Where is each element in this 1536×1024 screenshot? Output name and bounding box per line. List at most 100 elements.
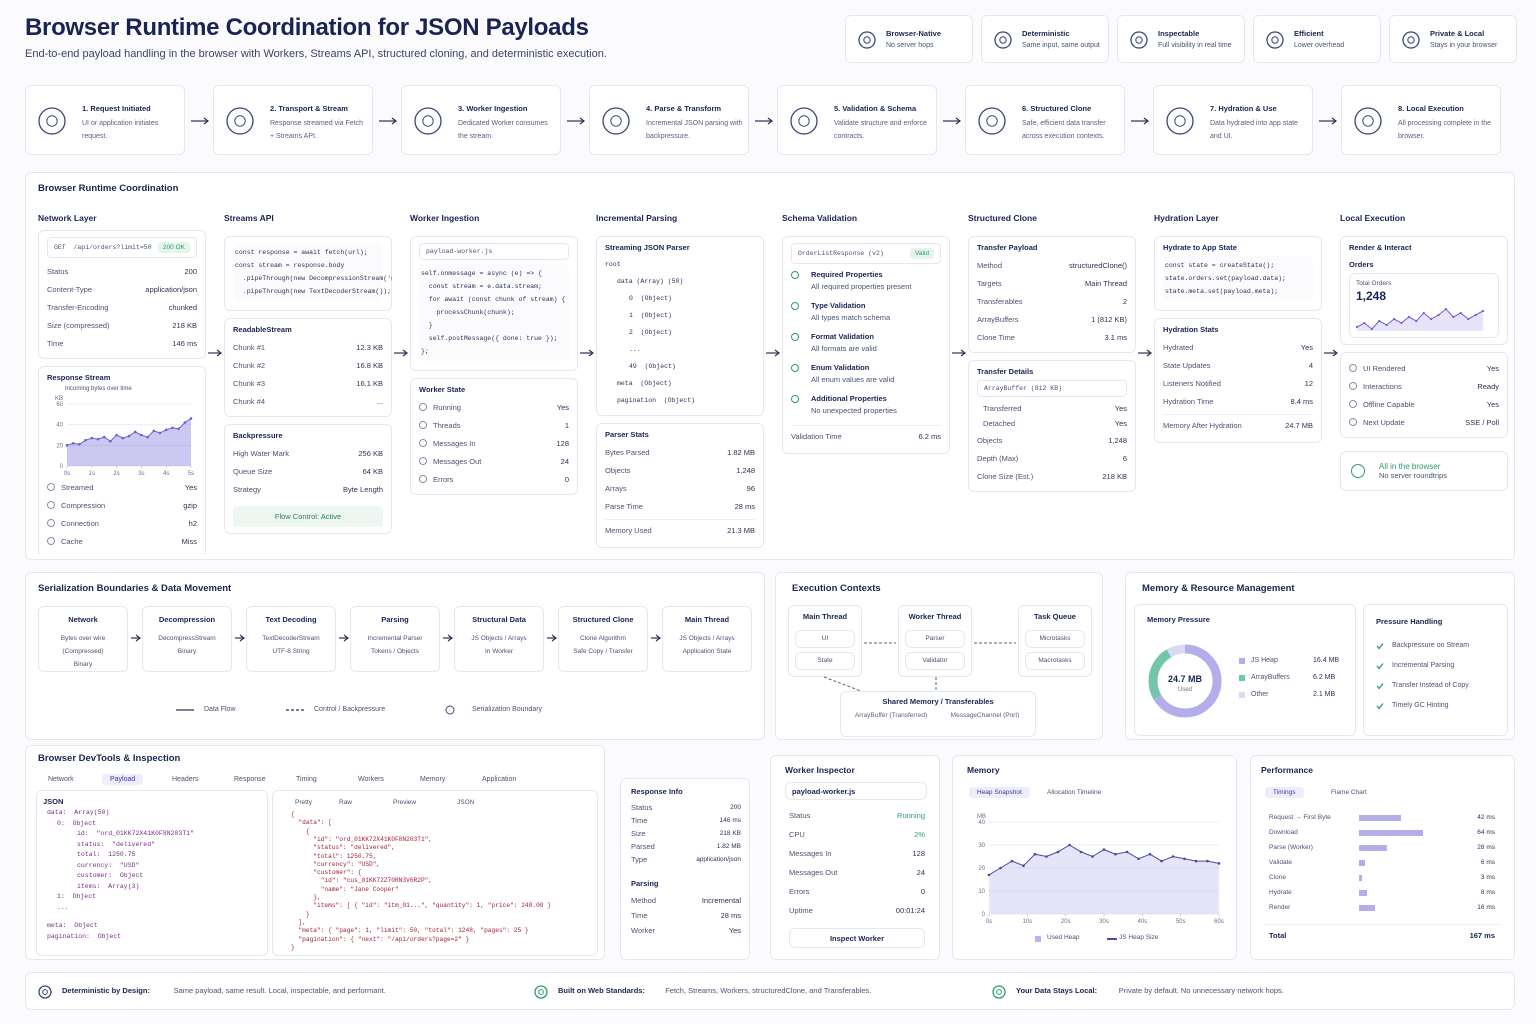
arrow-head	[447, 634, 453, 642]
pipeline-step: 3. Worker Ingestion Dedicated Worker cons…	[401, 85, 561, 155]
bar-label: Parse (Worker)	[1269, 844, 1313, 851]
arrow-head	[203, 117, 209, 125]
row-label: Status	[631, 803, 653, 812]
devtools-tab[interactable]: Network	[48, 776, 74, 783]
devtools-tab[interactable]: Response	[234, 776, 266, 783]
donut: 24.7 MB Used	[1148, 644, 1222, 718]
check-desc: All formats are valid	[811, 344, 877, 353]
point	[1068, 843, 1071, 847]
runtime-card: GET /api/orders?limit=50 200 OK Status 200 C…	[38, 230, 206, 359]
x-tick-label: 5s	[188, 471, 194, 477]
row: Size 218 KB	[631, 827, 741, 840]
point	[1481, 309, 1484, 313]
icon-core	[1362, 115, 1374, 127]
code-line: {	[291, 811, 295, 818]
stat-value: 1,248	[1356, 289, 1387, 303]
icon-core	[422, 115, 434, 127]
row-label: Running	[433, 402, 461, 412]
devtools-tab[interactable]: Memory	[420, 776, 446, 783]
toolbar-item[interactable]: JSON	[457, 799, 475, 806]
bar-value: 16 ms	[1477, 904, 1495, 911]
pipeline-step: 6. Structured Clone Safe, efficient data …	[965, 85, 1125, 155]
icon-shape	[414, 107, 442, 135]
toolbar-item[interactable]: Preview	[393, 799, 417, 806]
runtime-column: Streams API const response = await fetch(…	[224, 213, 392, 555]
toolbar-item[interactable]: Pretty	[295, 799, 312, 806]
row: Time 146 ms	[631, 814, 741, 827]
row: Listeners Notified 12	[1163, 374, 1313, 392]
check-icon	[47, 537, 55, 545]
devtools-tab[interactable]: Application	[482, 776, 517, 783]
inspect-button[interactable]: Inspect Worker	[789, 928, 925, 948]
devtools-tab[interactable]: Headers	[172, 776, 199, 783]
chart-tab[interactable]: Heap Snapshot	[969, 787, 1030, 798]
row-label: Chunk #3	[233, 378, 266, 388]
check-title: Type Validation	[811, 301, 866, 310]
tree-label: JSON	[43, 797, 64, 806]
arrow	[1131, 117, 1149, 125]
point	[1400, 321, 1403, 325]
stage-line: Incremental Parser	[367, 635, 423, 642]
point	[1474, 313, 1477, 317]
arrow-head	[391, 117, 397, 125]
arrow-head	[588, 349, 594, 357]
y-tick-label: 40	[56, 423, 63, 429]
row: Next Update SSE / Poll	[1349, 413, 1499, 431]
arrow-head	[767, 117, 773, 125]
row: CPU 2%	[789, 825, 925, 844]
legend-circle	[445, 705, 455, 715]
point	[1183, 857, 1186, 861]
row: Chunk #1 12.3 KB	[233, 338, 383, 356]
tree-node: root	[605, 261, 621, 268]
check-icon	[1349, 382, 1357, 390]
handling-card: Pressure Handling Backpressure on Stream I…	[1363, 604, 1508, 736]
runtime-card: Render & Interact Orders Total Orders 1,248	[1340, 236, 1508, 345]
devtools-tab[interactable]: Payload	[102, 774, 144, 785]
bar-value: 6 ms	[1480, 859, 1495, 866]
row-label: Messages Out	[433, 456, 482, 466]
step-text: Data hydrated into app state and UI.	[1210, 120, 1298, 140]
row: Chunk #2 16.8 KB	[233, 356, 383, 374]
row-value: Yes	[1486, 363, 1499, 373]
point	[987, 873, 991, 877]
check-icon	[791, 364, 799, 372]
perf-tab[interactable]: Flame Chart	[1331, 789, 1367, 796]
point	[1370, 327, 1373, 331]
donut-segment	[1148, 644, 1222, 718]
devtools-tab[interactable]: Timing	[296, 776, 317, 783]
toolbar-item[interactable]: Raw	[339, 799, 353, 806]
perf-tab[interactable]: Timings	[1265, 787, 1304, 798]
status-badge: 200 OK	[157, 242, 190, 253]
point	[1171, 855, 1175, 858]
point	[109, 439, 112, 443]
point	[1114, 852, 1117, 856]
icon-core	[46, 115, 58, 127]
row-value: 218 KB	[1102, 471, 1127, 481]
arrow-head	[960, 349, 966, 357]
row-value: 2	[1122, 296, 1127, 306]
row-value: 6	[1122, 453, 1127, 463]
shared-memory: Shared Memory / Transferables ArrayBuffer…	[840, 691, 1036, 737]
icon	[858, 31, 876, 49]
icon	[1166, 107, 1194, 135]
bar-label: Request → First Byte	[1269, 814, 1331, 821]
button-label[interactable]: Inspect Worker	[829, 934, 885, 943]
y-tick-label: 20	[978, 866, 985, 872]
chart-tab[interactable]: Allocation Timeline	[1047, 789, 1102, 796]
arrow	[547, 634, 557, 642]
donut-segment	[1148, 644, 1222, 718]
devtools-tab[interactable]: Workers	[358, 776, 384, 783]
arrow	[443, 634, 453, 642]
row: Detached Yes	[977, 416, 1127, 431]
row: Hydrated Yes	[1163, 338, 1313, 356]
row-value: 16.1 KB	[356, 378, 383, 388]
runtime-column: Local Execution Render & Interact Orders To…	[1340, 213, 1508, 555]
bar	[1359, 890, 1367, 896]
row-label: Messages In	[433, 438, 476, 448]
row: Validation Time 6.2 ms	[791, 425, 941, 447]
row-value: Yes	[1114, 404, 1127, 413]
response-info: Response Info Status 200 Time 146 ms Size 218 …	[620, 778, 750, 960]
stage-line: Binary	[73, 661, 93, 668]
check-text: Required Properties All required properti…	[811, 270, 911, 291]
runtime-column: Network Layer GET /api/orders?limit=50 200…	[38, 213, 206, 555]
